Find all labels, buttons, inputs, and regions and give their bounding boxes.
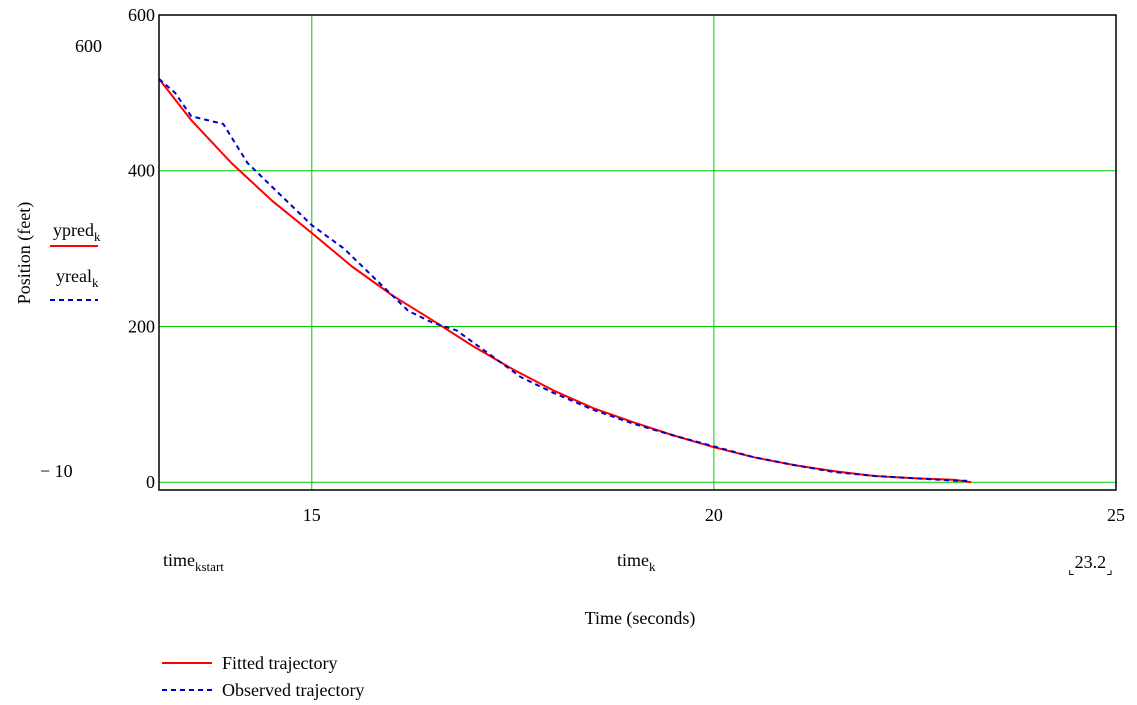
x-tick-label-20: 20 bbox=[705, 505, 723, 525]
x-limit-right-value: 23.2 bbox=[1075, 552, 1107, 572]
y-expression-ypred: ypredk bbox=[53, 220, 101, 244]
y-limit-bottom-label: − 10 bbox=[40, 461, 73, 481]
x-limit-bracket-left: ⌞ bbox=[1068, 563, 1075, 578]
x-axis-title: Time (seconds) bbox=[585, 608, 696, 629]
series-group bbox=[158, 78, 972, 484]
y-tick-label-0: 0 bbox=[146, 472, 155, 492]
y-expression-ypred-base: ypred bbox=[53, 220, 94, 240]
x-tick-label-25: 25 bbox=[1107, 505, 1125, 525]
x-expression-left: timekstart bbox=[163, 550, 224, 574]
grid bbox=[159, 15, 1116, 490]
y-tick-label-400: 400 bbox=[128, 161, 155, 181]
y-expression-yreal: yrealk bbox=[56, 266, 99, 290]
y-tick-label-200: 200 bbox=[128, 316, 155, 336]
plot-frame bbox=[158, 14, 1117, 491]
x-expression-center: timek bbox=[617, 550, 656, 574]
legend-label-observed: Observed trajectory bbox=[222, 680, 364, 700]
y-expression-yreal-base: yreal bbox=[56, 266, 92, 286]
x-expression-left-base: time bbox=[163, 550, 195, 570]
x-tick-label-15: 15 bbox=[303, 505, 321, 525]
x-expression-left-sub: kstart bbox=[195, 559, 224, 574]
series-line-fitted bbox=[158, 78, 972, 484]
x-limit-right-label: ⌞23.2⌟ bbox=[1068, 552, 1113, 578]
x-expression-center-base: time bbox=[617, 550, 649, 570]
tick-labels: 15 20 25 0 200 400 600 bbox=[128, 5, 1125, 525]
x-expression-center-sub: k bbox=[649, 559, 656, 574]
y-expression-yreal-sub: k bbox=[92, 275, 99, 290]
series-line-observed bbox=[158, 78, 972, 482]
legend: Fitted trajectory Observed trajectory bbox=[162, 653, 364, 700]
y-axis-title: Position (feet) bbox=[14, 202, 35, 304]
y-tick-label-600: 600 bbox=[128, 5, 155, 25]
x-limit-bracket-right: ⌟ bbox=[1106, 563, 1113, 578]
y-limit-top-label: 600 bbox=[75, 36, 102, 56]
y-expression-ypred-sub: k bbox=[94, 229, 101, 244]
legend-label-fitted: Fitted trajectory bbox=[222, 653, 337, 673]
